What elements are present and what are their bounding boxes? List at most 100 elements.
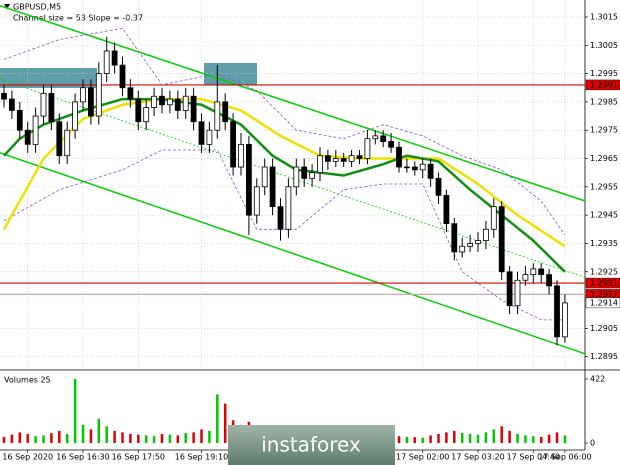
candle-body <box>32 115 39 145</box>
candle-body <box>166 98 173 106</box>
candle-body <box>214 101 221 131</box>
candle-body <box>174 98 181 111</box>
candle-body <box>277 206 284 230</box>
candle-body <box>562 302 568 338</box>
candle-body <box>348 155 355 162</box>
candle-body <box>293 166 300 188</box>
candle-body <box>530 268 537 275</box>
candle-body <box>506 271 513 307</box>
candle-body <box>135 98 142 123</box>
candle-body <box>498 206 505 273</box>
candle-body <box>261 166 268 188</box>
y-tick-label: 1.3015 <box>590 12 618 21</box>
candle-body <box>332 158 339 162</box>
price-label: 1.2917 <box>590 290 618 299</box>
candle-body <box>72 101 78 131</box>
watermark: instaforex <box>261 433 361 457</box>
candle-body <box>309 172 316 179</box>
symbol-icon <box>4 4 10 9</box>
volume-tick-label: 0 <box>590 439 595 448</box>
candle-body <box>538 268 545 275</box>
channel-line <box>0 78 586 278</box>
candle-body <box>467 243 474 247</box>
candle-body <box>245 143 252 216</box>
price-label: 1.2921 <box>590 279 618 288</box>
candle-body <box>514 279 521 307</box>
x-tick-label: 17 Sep 02:00 <box>396 453 449 462</box>
price-label-box <box>585 277 620 289</box>
price-label-box <box>585 79 620 91</box>
candle-body <box>380 135 387 142</box>
y-tick-label: 1.3005 <box>590 41 618 50</box>
volume-tick-label: 422 <box>590 375 605 384</box>
candle-body <box>56 121 63 157</box>
candle-body <box>238 143 244 168</box>
zone-box <box>204 63 257 85</box>
candle-body <box>324 155 331 162</box>
candle-body <box>475 240 481 244</box>
candle-body <box>317 155 323 174</box>
indicator-line <box>3 27 566 236</box>
candle-body <box>419 163 426 171</box>
candle-body <box>372 135 379 140</box>
channel-line <box>0 4 586 202</box>
y-tick-label: 1.2925 <box>590 267 618 276</box>
x-tick-label: 16 Sep 2020 <box>2 453 53 462</box>
candle-body <box>285 186 292 230</box>
candle-body <box>143 107 150 123</box>
candle-body <box>1 93 7 100</box>
candle-body <box>490 206 497 230</box>
candle-body <box>127 87 134 100</box>
candle-body <box>159 95 165 106</box>
candle-body <box>522 274 529 281</box>
candle-body <box>40 93 47 117</box>
candle-body <box>427 163 434 179</box>
candle-body <box>222 101 229 123</box>
candle-body <box>95 73 102 117</box>
price-label-box <box>585 297 620 309</box>
candle-body <box>435 177 442 196</box>
candle-body <box>396 146 402 168</box>
candle-body <box>482 228 489 242</box>
candle-body <box>388 141 395 148</box>
candle-body <box>340 158 347 162</box>
candle-body <box>182 95 189 111</box>
y-tick-label: 1.2905 <box>590 324 618 333</box>
candle-body <box>119 64 126 89</box>
candle-body <box>554 285 560 338</box>
candle-body <box>253 186 260 216</box>
watermark-box <box>228 425 395 465</box>
x-tick-label: 16 Sep 19:10 <box>175 453 228 462</box>
candle-body <box>88 87 94 117</box>
chart-subtitle: Channel size = 53 Slope = -0.37 <box>13 14 143 23</box>
candle-body <box>301 166 308 179</box>
x-tick-label: 16 Sep 16:30 <box>56 453 109 462</box>
candle-body <box>111 50 118 66</box>
candle-body <box>48 93 55 123</box>
y-tick-label: 1.2895 <box>590 352 618 361</box>
x-tick-label: 17 Sep 03:20 <box>451 453 504 462</box>
candle-body <box>230 121 237 168</box>
y-tick-label: 1.2965 <box>590 154 618 163</box>
candle-body <box>206 129 213 145</box>
price-label: 1.2991 <box>590 80 618 89</box>
candle-body <box>64 129 71 157</box>
candle-body <box>8 98 15 111</box>
candle-body <box>443 194 450 225</box>
volume-title: Volumes 25 <box>4 376 51 385</box>
candle-body <box>80 87 86 103</box>
channel-line <box>0 152 586 355</box>
candle-body <box>356 155 363 159</box>
candle-body <box>151 95 158 108</box>
y-tick-label: 1.2995 <box>590 69 618 78</box>
candle-body <box>451 223 458 253</box>
candle-body <box>103 50 110 75</box>
price-label: 1.2914 <box>590 298 618 307</box>
chart-title: GBPUSD,M5 <box>13 3 61 12</box>
candle-body <box>403 166 410 169</box>
candle-body <box>16 110 23 131</box>
